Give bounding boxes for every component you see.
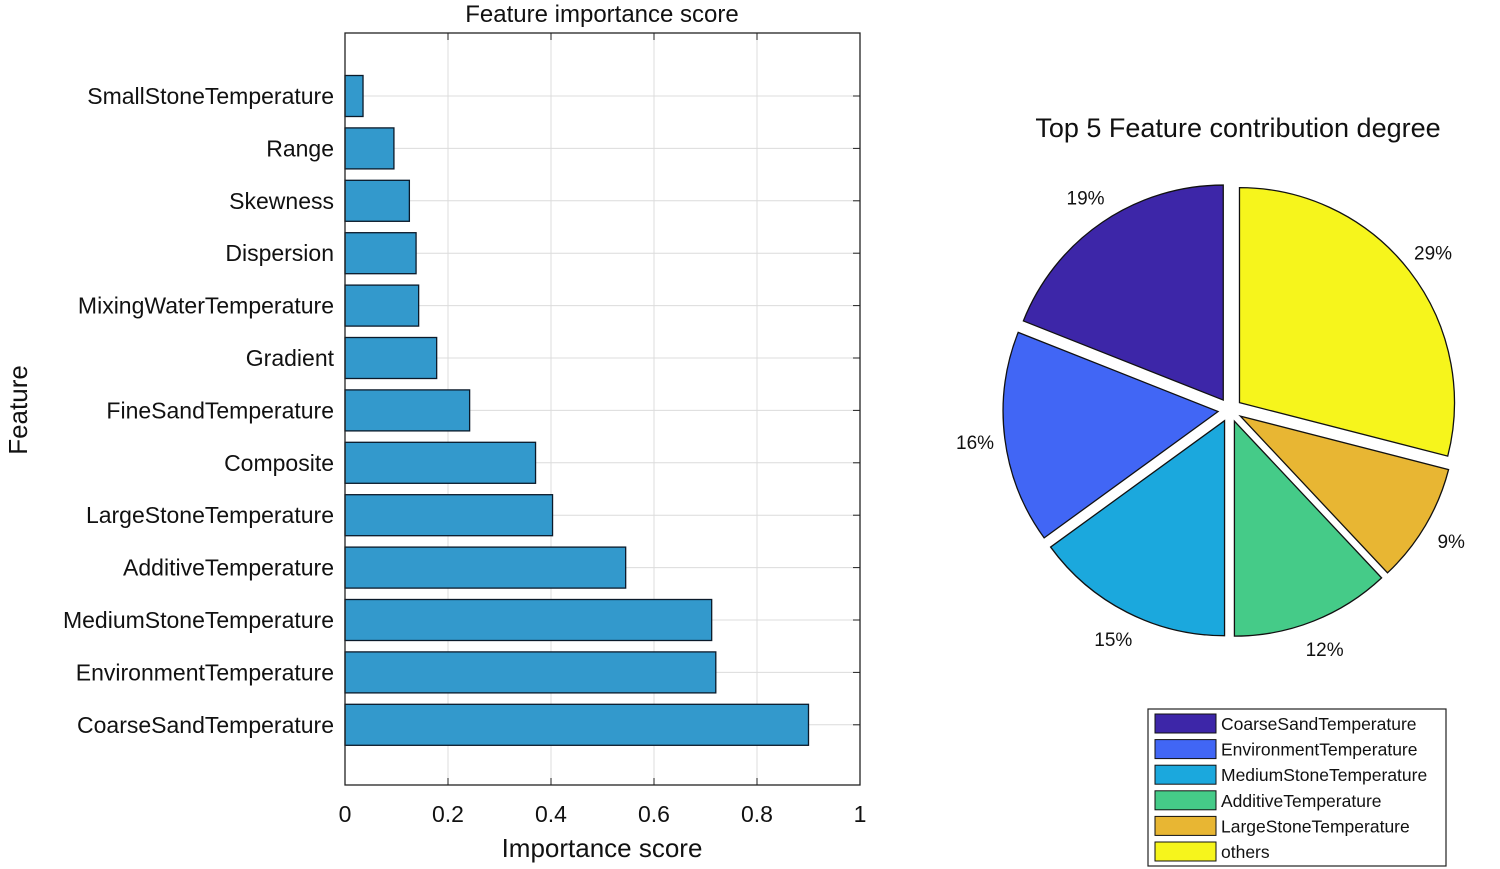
bar-Range [344,127,395,170]
bar-LargeStoneTemperature [344,494,554,537]
x-tick-label: 1 [854,801,867,827]
bar-plot-frame [344,32,861,786]
category-label: Dispersion [225,240,334,266]
category-label: LargeStoneTemperature [86,502,334,528]
legend-label: MediumStoneTemperature [1221,765,1427,785]
legend-label: CoarseSandTemperature [1221,714,1417,734]
bar-x-axis-label: Importance score [502,833,703,863]
pie-slice-label: 12% [1306,640,1344,661]
legend-label: AdditiveTemperature [1221,791,1382,811]
pie-legend-box [1147,708,1447,867]
bar-category-labels: SmallStoneTemperature Range Skewness Disper… [63,83,335,738]
bar-SmallStoneTemperature [344,74,364,118]
bar-Dispersion [344,232,417,275]
x-tick-label: 0.6 [638,801,670,827]
pie-slice-MediumStoneTemperature [1049,419,1226,637]
bar-Composite [344,441,537,484]
bar-MediumStoneTemperature [344,598,713,642]
bar-CoarseSandTemperature [344,703,810,746]
bar-MixingWaterTemperature [344,284,420,327]
category-label: EnvironmentTemperature [76,659,334,685]
pie-slice-label: 29% [1414,243,1452,264]
x-tick-label: 0.4 [535,801,567,827]
pie-slice-label: 16% [956,433,994,454]
category-label: Composite [224,450,334,476]
pie-slice-AdditiveTemperature [1233,419,1383,637]
legend-label: others [1221,842,1270,862]
pie-slice-others [1238,186,1456,457]
category-label: SmallStoneTemperature [87,83,334,109]
bar-Gradient [344,336,438,380]
bar-x-tick-labels: 0 0.2 0.4 0.6 0.8 1 [339,801,867,827]
category-label: Gradient [246,345,335,371]
bar-AdditiveTemperature [344,546,627,589]
pie-slice-EnvironmentTemperature [1002,331,1220,539]
pie-slice-CoarseSandTemperature [1022,184,1224,402]
category-label: MediumStoneTemperature [63,607,334,633]
category-label: Range [266,135,334,161]
category-label: CoarseSandTemperature [77,712,334,738]
legend-swatch [1154,790,1217,811]
pie-labels: 29% 9% 12% 15% 16% 19% [956,188,1465,661]
x-tick-label: 0.8 [741,801,773,827]
pie-chart: Top 5 Feature contribution degree 29% 9% 1… [956,113,1465,867]
pie-slice-label: 19% [1067,188,1105,209]
pie-slice-label: 9% [1437,532,1465,553]
bar-FineSandTemperature [344,389,471,432]
bar-EnvironmentTemperature [344,651,717,694]
bar-series [344,74,810,746]
bar-chart: Feature importance score SmallStoneTempe… [3,1,866,863]
pie-legend: CoarseSandTemperature EnvironmentTemperat… [1147,708,1447,867]
x-tick-label: 0 [339,801,352,827]
category-label: MixingWaterTemperature [78,293,334,319]
pie-slices [1002,184,1456,637]
x-tick-label: 0.2 [432,801,464,827]
legend-swatch [1154,841,1217,862]
pie-chart-title: Top 5 Feature contribution degree [1035,113,1440,143]
legend-swatch [1154,815,1217,836]
pie-slice-label: 15% [1094,630,1132,651]
category-label: Skewness [229,188,334,214]
legend-label: EnvironmentTemperature [1221,740,1417,760]
legend-swatch [1154,713,1217,734]
legend-swatch [1154,764,1217,785]
bar-Skewness [344,179,411,222]
category-label: FineSandTemperature [106,397,334,423]
pie-slice-LargeStoneTemperature [1238,414,1450,574]
category-label: AdditiveTemperature [123,555,334,581]
bar-chart-title: Feature importance score [465,1,738,28]
legend-swatch [1154,739,1217,760]
bar-y-axis-label: Feature [3,365,33,455]
legend-label: LargeStoneTemperature [1221,816,1410,836]
